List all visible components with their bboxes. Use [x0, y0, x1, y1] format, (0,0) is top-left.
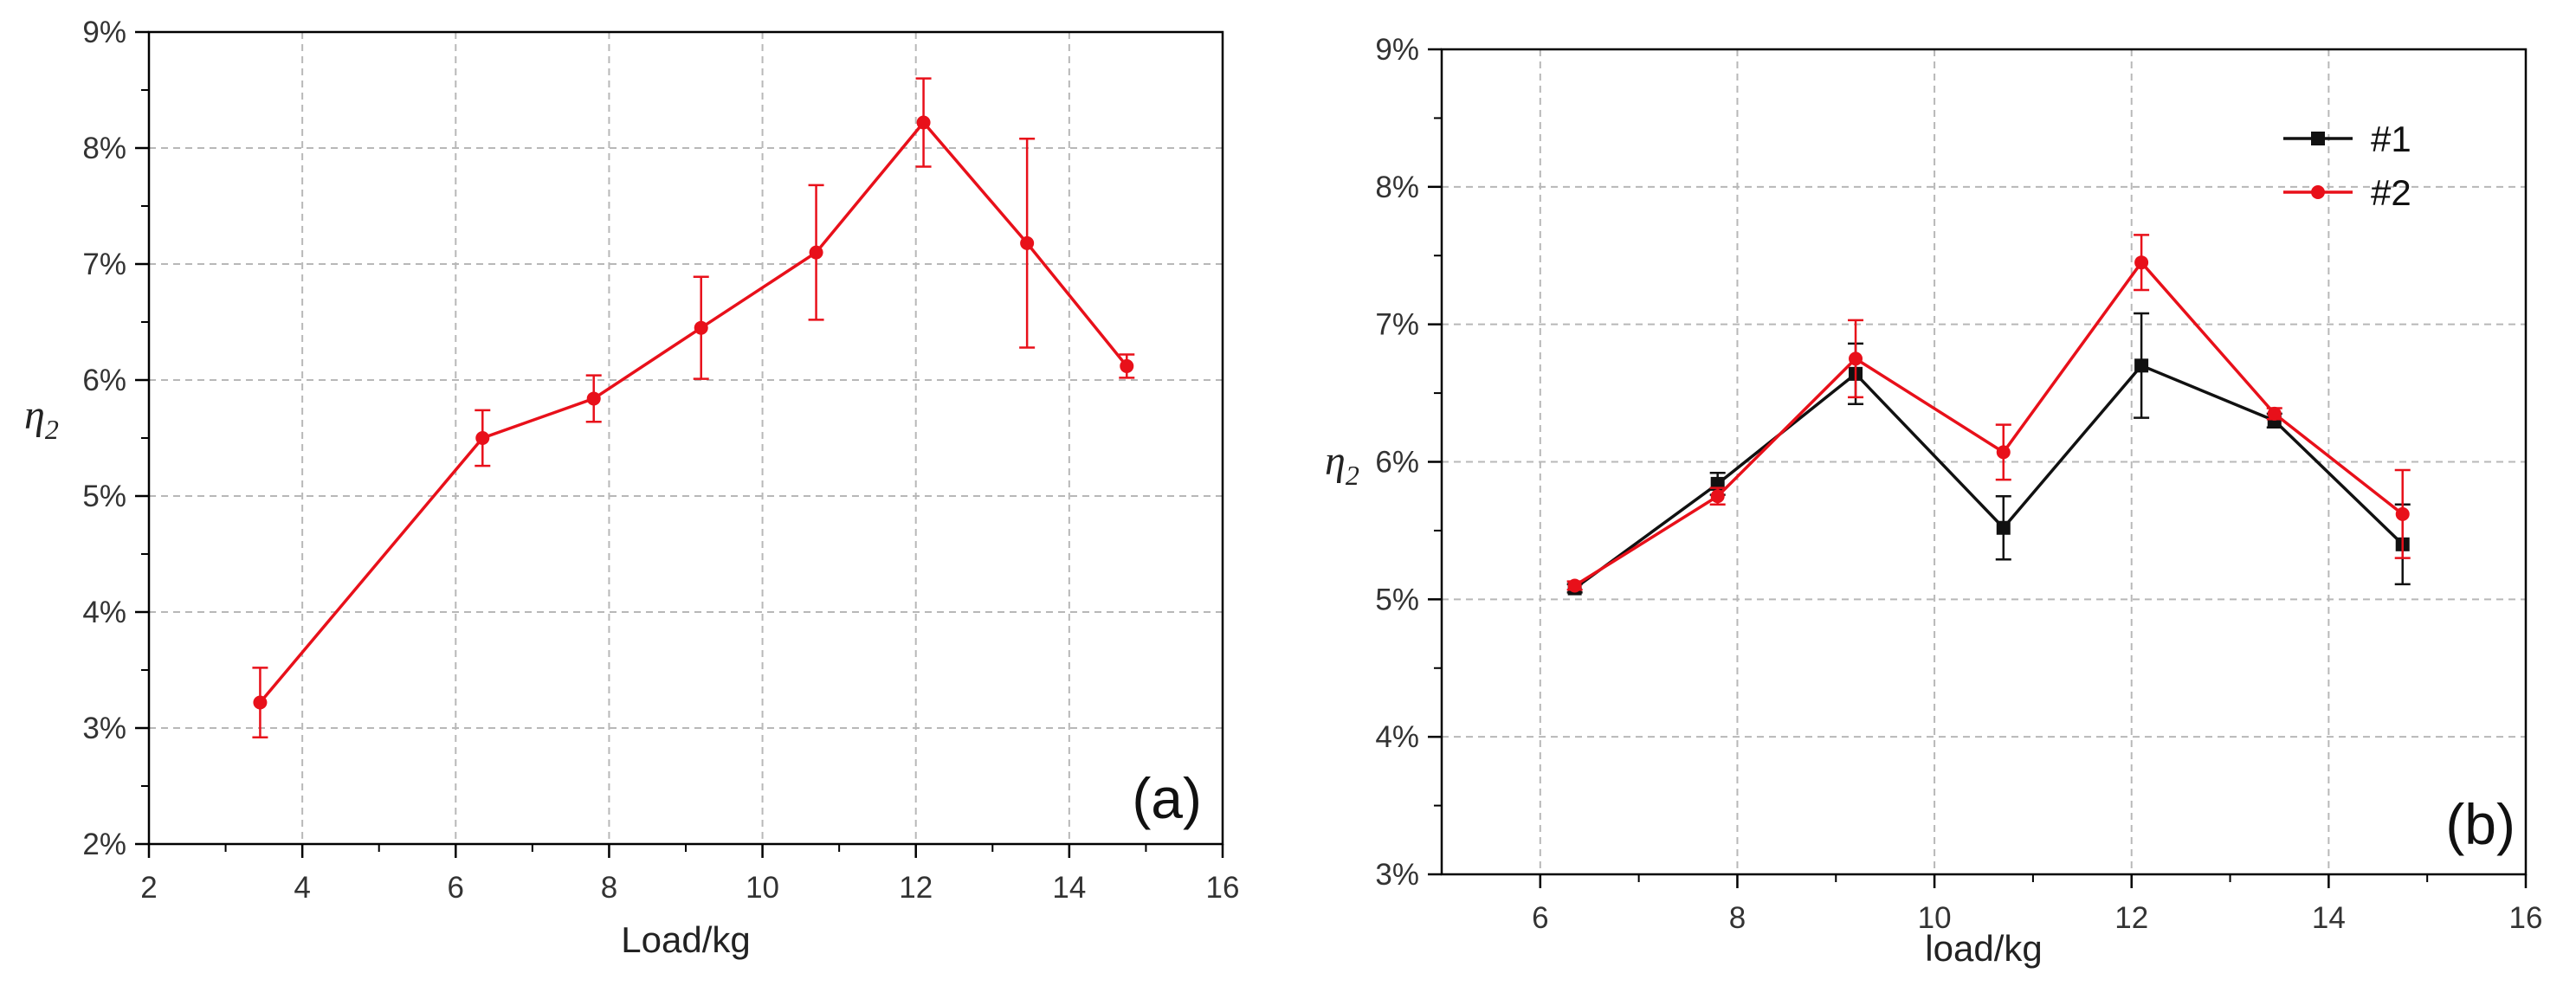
y-tick-label-b-1: 4% [1375, 720, 1419, 754]
data-point-b-1-6 [2395, 506, 2410, 521]
data-point-b-1-5 [2267, 406, 2282, 421]
data-point-a-0-3 [694, 320, 708, 335]
series-b-1 [1566, 234, 2411, 593]
x-tick-label-a-1: 4 [294, 871, 310, 905]
y-tick-label-b-2: 5% [1375, 583, 1419, 616]
x-tick-label-b-2: 10 [1918, 901, 1952, 935]
data-point-a-0-7 [1120, 358, 1134, 373]
x-tick-label-a-5: 12 [899, 871, 933, 905]
y-tick-label-a-3: 5% [82, 480, 126, 513]
x-tick-label-b-4: 14 [2312, 901, 2346, 935]
x-tick-label-a-4: 10 [746, 871, 779, 905]
y-tick-label-a-1: 3% [82, 712, 126, 745]
panel-label-a: (a) [1132, 766, 1202, 830]
x-tick-label-b-5: 16 [2509, 901, 2543, 935]
series-line-a-0 [259, 119, 1128, 704]
y-tick-label-b-4: 7% [1375, 308, 1419, 342]
data-point-b-0-4 [2134, 358, 2149, 373]
data-point-b-1-1 [1710, 489, 1725, 504]
ticks-a: 2 4 6 8 10 12 14 16 2% 3% 4% 5% 6% 7% 8% 9% [82, 16, 1239, 905]
data-point-a-0-5 [916, 115, 931, 130]
data-point-a-0-4 [809, 245, 823, 260]
legend-marker-0 [2311, 132, 2325, 145]
y-axis-label-b: η2 [1325, 438, 1359, 491]
plot-frame-a [147, 30, 1224, 846]
y-tick-label-a-4: 6% [82, 364, 126, 397]
x-tick-label-a-0: 2 [140, 871, 157, 905]
x-tick-label-a-6: 14 [1052, 871, 1086, 905]
data-point-a-0-6 [1020, 235, 1035, 250]
x-axis-label-b: load/kg [1925, 928, 2042, 969]
legend-b: #1#2 [2283, 119, 2411, 213]
y-tick-label-b-0: 3% [1375, 858, 1419, 892]
grid-b [1442, 49, 2526, 874]
data-point-b-0-3 [1996, 520, 2011, 535]
ticks-b: 6 8 10 12 14 16 3% 4% 5% 6% 7% 8% 9% [1375, 33, 2542, 935]
x-tick-label-b-1: 8 [1729, 901, 1746, 935]
data-point-b-1-0 [1567, 578, 1582, 593]
data-point-a-0-0 [253, 695, 268, 710]
y-tick-label-b-5: 8% [1375, 171, 1419, 204]
grid-a [149, 32, 1223, 844]
chart-a: 2 4 6 8 10 12 14 16 2% 3% 4% 5% 6% 7% 8% 9% Load/kg η2 (a) [24, 16, 1239, 960]
y-tick-label-a-6: 8% [82, 132, 126, 165]
data-point-b-1-3 [1996, 445, 2011, 460]
data-point-a-0-1 [475, 431, 490, 445]
series-b-0 [1566, 312, 2411, 596]
legend-marker-1 [2311, 185, 2325, 199]
x-tick-label-a-7: 16 [1206, 871, 1240, 905]
data-point-b-1-2 [1849, 351, 1863, 366]
y-axis-label-a: η2 [24, 392, 59, 445]
data-point-a-0-2 [586, 391, 601, 406]
y-tick-label-a-0: 2% [82, 828, 126, 861]
y-tick-label-a-2: 4% [82, 596, 126, 629]
x-tick-label-a-2: 6 [448, 871, 464, 905]
x-tick-label-b-3: 12 [2114, 901, 2148, 935]
x-axis-label-a: Load/kg [621, 919, 750, 960]
y-tick-label-a-5: 7% [82, 248, 126, 281]
x-tick-label-a-3: 8 [601, 871, 617, 905]
series-line-b-0 [1573, 364, 2404, 590]
legend-label-1: #2 [2371, 172, 2411, 213]
legend-label-0: #1 [2371, 119, 2411, 159]
y-tick-label-a-7: 9% [82, 16, 126, 49]
data-point-b-1-4 [2134, 255, 2149, 270]
panel-label-b: (b) [2445, 792, 2515, 856]
y-tick-label-b-6: 9% [1375, 33, 1419, 67]
y-tick-label-b-3: 6% [1375, 446, 1419, 480]
x-tick-label-b-0: 6 [1532, 901, 1548, 935]
series-a-0 [252, 77, 1135, 738]
